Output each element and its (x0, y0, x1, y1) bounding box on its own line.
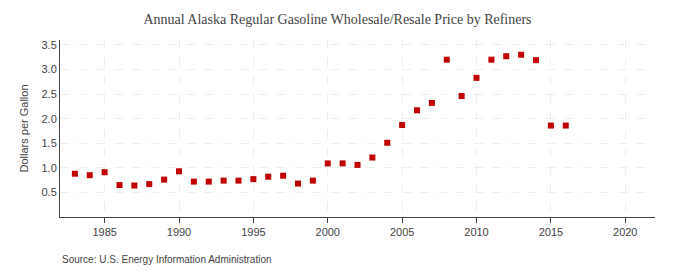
svg-text:2015: 2015 (539, 226, 563, 238)
svg-text:2020: 2020 (613, 226, 637, 238)
svg-text:2.5: 2.5 (42, 88, 57, 100)
svg-text:3.0: 3.0 (42, 63, 57, 75)
svg-text:Dollars per Gallon: Dollars per Gallon (18, 84, 30, 172)
svg-text:1995: 1995 (241, 226, 265, 238)
svg-text:Source: U.S. Energy Informatio: Source: U.S. Energy Information Administ… (62, 254, 272, 265)
svg-text:1.0: 1.0 (42, 162, 57, 174)
svg-text:2.0: 2.0 (42, 113, 57, 125)
svg-text:2000: 2000 (316, 226, 340, 238)
svg-text:1985: 1985 (92, 226, 116, 238)
svg-text:3.5: 3.5 (42, 39, 57, 51)
svg-text:0.5: 0.5 (42, 186, 57, 198)
svg-text:Annual Alaska Regular Gasoline: Annual Alaska Regular Gasoline Wholesale… (143, 12, 531, 27)
svg-text:1990: 1990 (167, 226, 191, 238)
svg-text:2005: 2005 (390, 226, 414, 238)
svg-text:2010: 2010 (464, 226, 488, 238)
svg-text:1.5: 1.5 (42, 137, 57, 149)
